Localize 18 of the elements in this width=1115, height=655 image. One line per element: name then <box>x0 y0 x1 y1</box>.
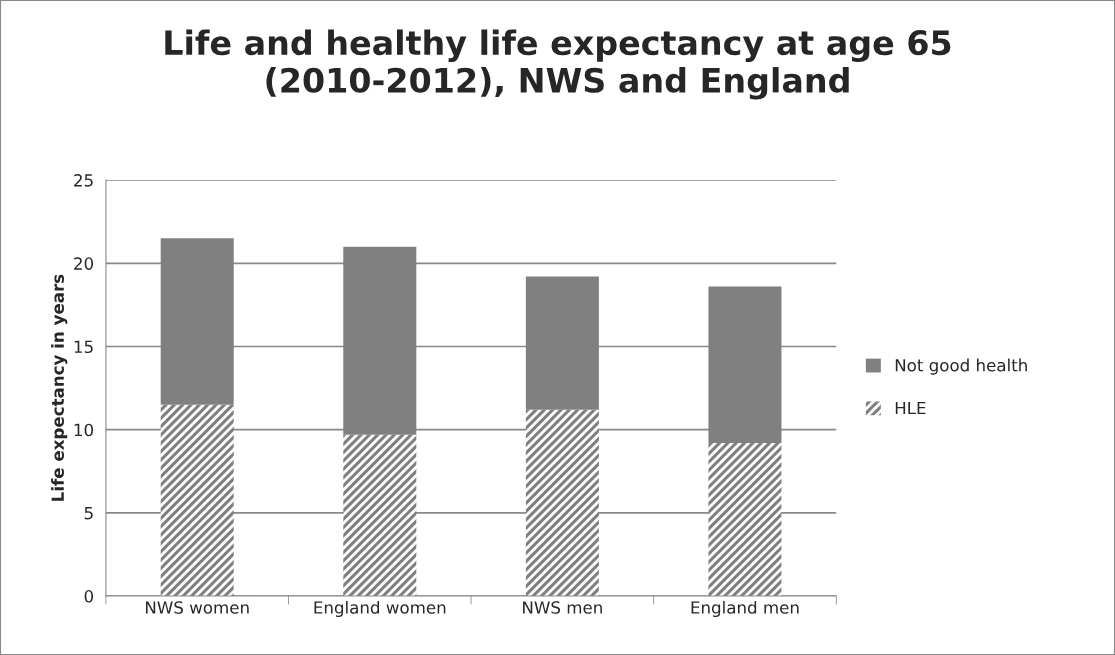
y-tick-label: 0 <box>84 590 94 603</box>
y-axis-title: Life expectancy in years <box>51 274 68 501</box>
y-tick-label: 15 <box>74 340 93 354</box>
bar <box>708 442 782 597</box>
legend-label: Not good health <box>895 358 1027 375</box>
legend-label: HLE <box>895 401 926 415</box>
bar <box>160 404 234 597</box>
y-tick-label: 10 <box>74 423 94 437</box>
y-tick-label: 20 <box>74 257 94 270</box>
bar <box>525 409 599 597</box>
x-tick-label: NWS women <box>146 601 249 614</box>
x-tick-label: England women <box>314 600 446 618</box>
x-tick-label: England men <box>691 600 799 618</box>
x-tick-label: NWS men <box>523 601 602 614</box>
y-tick-label: 25 <box>74 174 93 187</box>
y-tick-label: 5 <box>84 507 93 520</box>
bar <box>343 434 417 597</box>
chart-title: Life and healthy life expectancy at age 65 (2010-2012), NWS and England <box>165 29 951 100</box>
